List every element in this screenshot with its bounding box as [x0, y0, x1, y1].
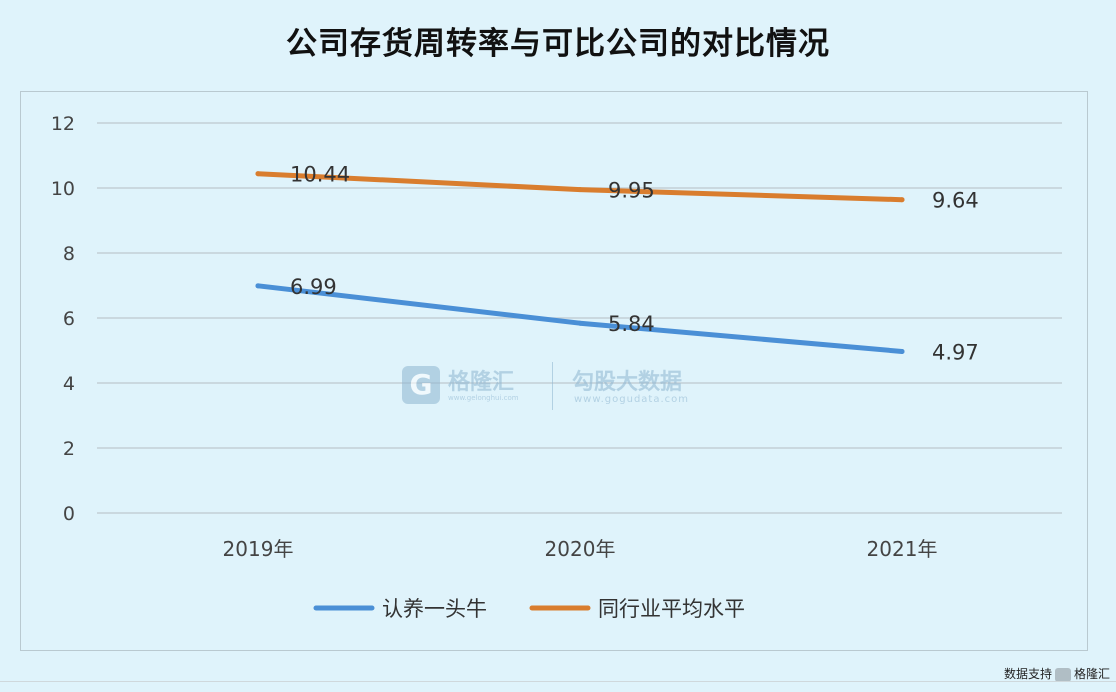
y-tick-label: 4	[63, 373, 75, 395]
legend-label: 认养一头牛	[382, 597, 487, 621]
series-line-1	[255, 171, 905, 203]
data-label: 5.84	[608, 312, 655, 336]
footer-divider	[0, 681, 1116, 692]
credit-text: 数据支持	[1003, 667, 1052, 681]
y-tick-label: 10	[51, 178, 75, 200]
watermark-divider	[552, 362, 553, 410]
x-tick-label: 2020年	[545, 537, 616, 561]
credit-logo-icon	[1054, 667, 1071, 682]
x-tick-label: 2021年	[867, 537, 938, 561]
data-label: 9.95	[608, 179, 655, 203]
data-label: 4.97	[932, 340, 979, 364]
data-label: 10.44	[290, 163, 350, 187]
y-tick-label: 12	[51, 113, 75, 135]
y-tick-label: 8	[63, 243, 75, 265]
gelonghui-logo-icon: G	[402, 366, 440, 404]
data-credit: 数据支持 格隆汇	[1004, 665, 1110, 682]
y-tick-label: 2	[63, 438, 75, 460]
data-point	[255, 171, 261, 177]
chart-title: 公司存货周转率与可比公司的对比情况	[286, 26, 830, 62]
data-point	[899, 197, 905, 203]
data-label: 6.99	[290, 275, 337, 299]
chart-frame	[20, 91, 1088, 651]
watermark-site-left: www.gelonghui.com	[448, 394, 519, 402]
y-tick-label: 0	[63, 503, 75, 525]
watermark-brand-right: 勾股大数据	[572, 370, 683, 395]
watermark: G 格隆汇 www.gelonghui.com 勾股大数据 www.goguda…	[400, 360, 730, 416]
data-point	[577, 187, 583, 193]
x-tick-label: 2019年	[223, 537, 294, 561]
data-point	[255, 283, 261, 289]
watermark-brand-left: 格隆汇	[448, 370, 515, 395]
data-point	[577, 320, 583, 326]
data-point	[899, 348, 905, 354]
data-label: 9.64	[932, 189, 979, 213]
y-tick-label: 6	[63, 308, 75, 330]
watermark-site-right: www.gogudata.com	[574, 394, 690, 405]
legend-label: 同行业平均水平	[598, 597, 745, 621]
credit-brand: 格隆汇	[1073, 667, 1110, 681]
